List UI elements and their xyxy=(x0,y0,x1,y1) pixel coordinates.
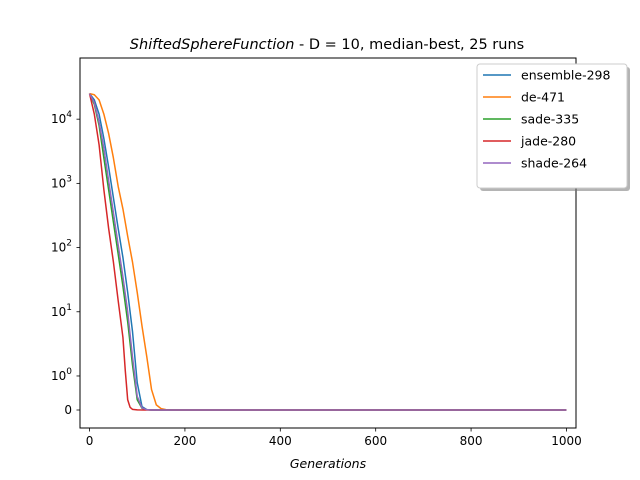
y-tick-exponent: 2 xyxy=(66,239,72,249)
x-axis-label: Generations xyxy=(290,456,367,471)
legend-label-de-471: de-471 xyxy=(521,90,565,105)
y-tick-exponent: 3 xyxy=(66,174,72,184)
y-tick-base: 10 xyxy=(51,176,66,190)
x-tick-label: 800 xyxy=(460,434,483,448)
y-tick-exponent: 1 xyxy=(66,303,72,313)
y-tick-label: 103 xyxy=(51,174,72,190)
series-layer xyxy=(88,92,567,411)
x-tick-label: 600 xyxy=(364,434,387,448)
legend-label-ensemble-298: ensemble-298 xyxy=(521,68,611,83)
y-tick-exponent: 0 xyxy=(66,367,72,377)
y-tick-base: 10 xyxy=(51,305,66,319)
y-tick-label: 100 xyxy=(51,367,72,383)
legend-label-jade-280: jade-280 xyxy=(520,134,576,149)
chart-title: ShiftedSphereFunction - D = 10, median-b… xyxy=(130,37,524,53)
series-line-shade-264 xyxy=(88,93,567,411)
chart-title-function: ShiftedSphereFunction xyxy=(130,37,295,53)
y-tick-base: 10 xyxy=(51,241,66,255)
y-tick-label: 101 xyxy=(51,303,72,319)
chart-title-rest: - D = 10, median-best, 25 runs xyxy=(294,37,524,53)
x-tick-label: 1000 xyxy=(551,434,582,448)
legend-label-shade-264: shade-264 xyxy=(521,156,587,171)
x-tick-label: 400 xyxy=(269,434,292,448)
legend: ensemble-298 de-471 sade-335 jade-280 shade-… xyxy=(476,63,630,191)
y-tick-exponent: 4 xyxy=(66,110,72,120)
y-tick-base: 10 xyxy=(51,369,66,383)
x-tick-label: 200 xyxy=(173,434,196,448)
x-tick-label: 0 xyxy=(86,434,94,448)
series-line-jade-280 xyxy=(88,93,567,411)
plot-frame xyxy=(79,57,577,429)
legend-box xyxy=(476,63,628,189)
y-tick-label: 104 xyxy=(51,110,72,126)
x-axis: 0 200 400 600 800 1000 xyxy=(86,428,582,448)
y-tick-label: 0 xyxy=(64,403,72,417)
y-tick-base: 10 xyxy=(51,112,66,126)
legend-label-sade-335: sade-335 xyxy=(521,112,579,127)
y-tick-label: 102 xyxy=(51,239,72,255)
